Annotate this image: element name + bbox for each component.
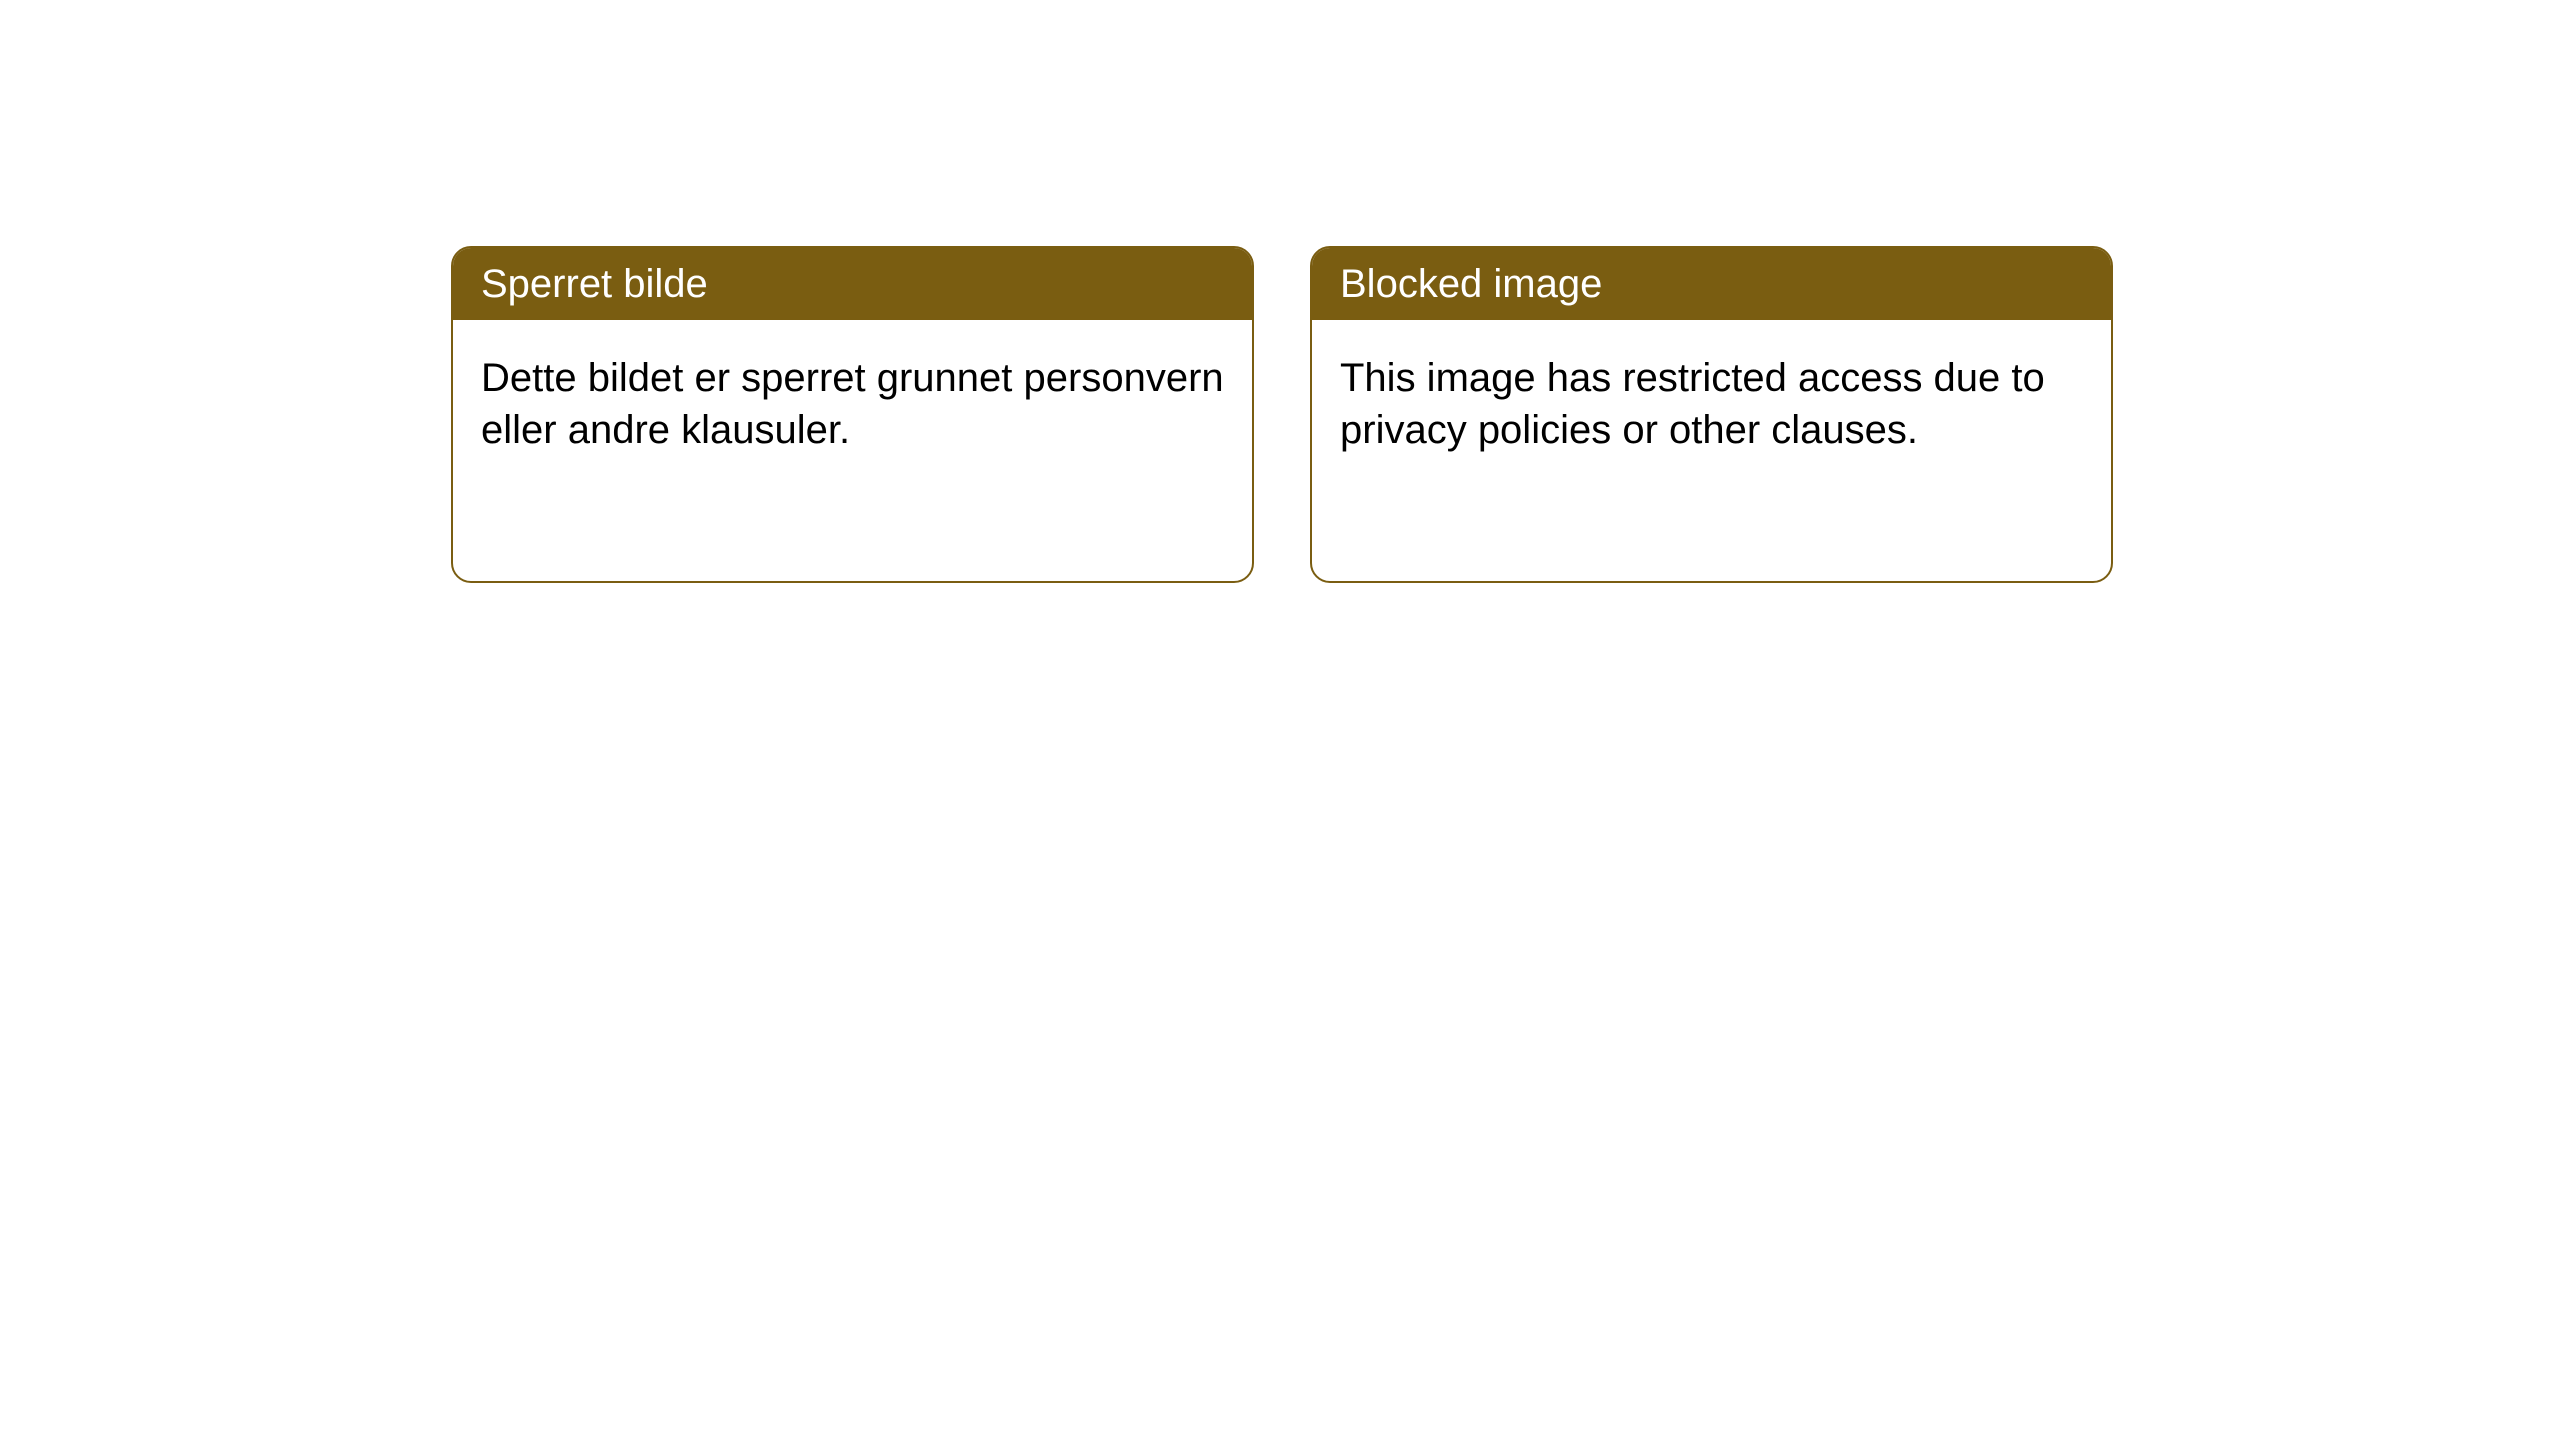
notice-container: Sperret bilde Dette bildet er sperret gr… <box>451 246 2113 583</box>
notice-card-english: Blocked image This image has restricted … <box>1310 246 2113 583</box>
notice-body: Dette bildet er sperret grunnet personve… <box>453 320 1252 488</box>
notice-title: Blocked image <box>1312 248 2111 320</box>
notice-card-norwegian: Sperret bilde Dette bildet er sperret gr… <box>451 246 1254 583</box>
notice-title: Sperret bilde <box>453 248 1252 320</box>
notice-body: This image has restricted access due to … <box>1312 320 2111 488</box>
